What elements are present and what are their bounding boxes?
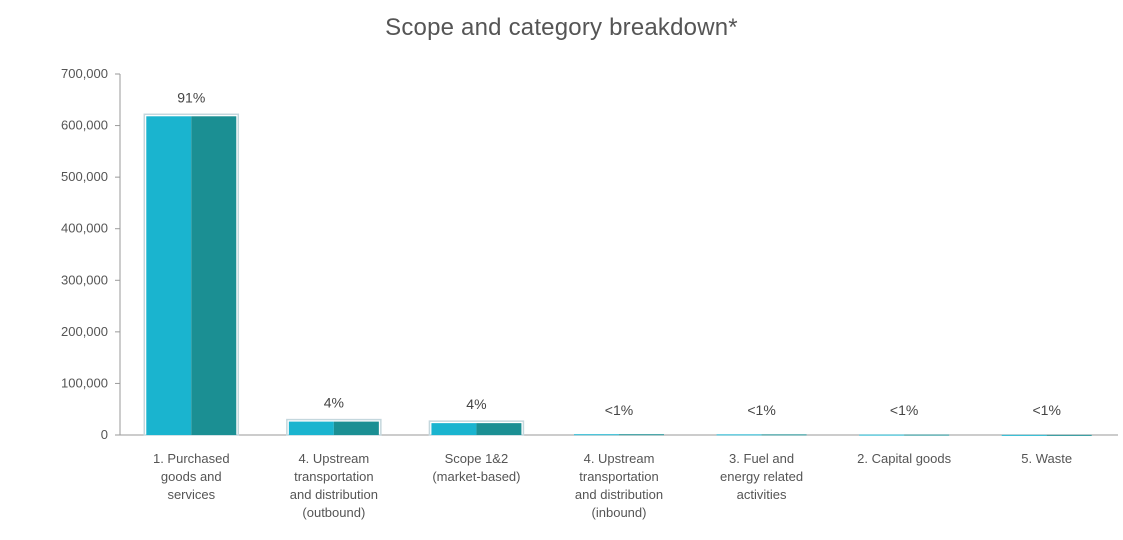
bar-data-label: <1% (605, 402, 633, 418)
bar-right-half (191, 116, 237, 435)
bar-data-label: 4% (324, 395, 344, 411)
x-category-label: Scope 1&2 (market-based) (432, 451, 520, 484)
labels: 91% 1. Purchased goods and services 4% 4. Ups… (153, 89, 1072, 520)
x-category-label: 4. Upstream transportation and distributio… (290, 451, 378, 520)
bar-data-label: <1% (1033, 402, 1061, 418)
x-category-label-line: (inbound) (592, 505, 647, 520)
bar (716, 434, 807, 436)
bars (143, 113, 1092, 436)
y-tick-label: 100,000 (61, 375, 108, 390)
x-category-label-line: 1. Purchased (153, 451, 230, 466)
x-category-label-line: (outbound) (302, 505, 365, 520)
x-category-label-line: 5. Waste (1021, 451, 1072, 466)
chart-title: Scope and category breakdown* (385, 14, 738, 41)
bar-right-half (476, 423, 522, 435)
x-category-label-line: 4. Upstream (584, 451, 655, 466)
x-category-label: 1. Purchased goods and services (153, 451, 230, 502)
bar-left-half (1001, 434, 1047, 436)
y-tick-label: 400,000 (61, 221, 108, 236)
y-tick-label: 0 (101, 427, 108, 442)
bar-right-half (1046, 434, 1092, 436)
bar-right-half (904, 434, 950, 436)
bar-right-half (333, 421, 379, 435)
bar-data-label: 4% (466, 396, 486, 412)
bar-right-half (619, 434, 664, 436)
bar-left-half (716, 434, 762, 436)
y-tick-label: 200,000 (61, 324, 108, 339)
x-category-label: 4. Upstream transportation and distributio… (575, 451, 663, 520)
x-category-label-line: transportation (294, 469, 374, 484)
bar-data-label: 91% (177, 89, 205, 105)
bar (286, 418, 382, 436)
x-category-label-line: Scope 1&2 (445, 451, 509, 466)
x-category-label-line: activities (737, 487, 787, 502)
x-category-label-line: and distribution (290, 487, 378, 502)
y-tick-label: 500,000 (61, 169, 108, 184)
bar (428, 420, 525, 436)
bar (1001, 434, 1092, 436)
bar-left-half (859, 434, 905, 436)
x-category-label-line: and distribution (575, 487, 663, 502)
bar (574, 434, 664, 436)
x-category-label-line: transportation (579, 469, 659, 484)
bar-left-half (288, 421, 334, 435)
y-tick-label: 700,000 (61, 66, 108, 81)
x-category-label-line: goods and (161, 469, 222, 484)
x-category-label-line: energy related (720, 469, 803, 484)
y-tick-label: 300,000 (61, 272, 108, 287)
x-category-label: 5. Waste (1021, 451, 1072, 466)
bar-left-half (574, 434, 619, 436)
x-category-label: 2. Capital goods (857, 451, 951, 466)
bar (143, 113, 240, 436)
bar-right-half (761, 434, 807, 436)
bar (859, 434, 950, 436)
x-category-label: 3. Fuel and energy related activities (720, 451, 803, 502)
bar-data-label: <1% (747, 402, 775, 418)
x-category-label-line: 4. Upstream (298, 451, 369, 466)
x-category-label-line: 2. Capital goods (857, 451, 951, 466)
x-category-label-line: services (167, 487, 215, 502)
x-category-label-line: 3. Fuel and (729, 451, 794, 466)
y-tick-label: 600,000 (61, 118, 108, 133)
bar-data-label: <1% (890, 402, 918, 418)
x-category-label-line: (market-based) (432, 469, 520, 484)
bar-left-half (146, 116, 192, 435)
bar-left-half (431, 423, 477, 435)
